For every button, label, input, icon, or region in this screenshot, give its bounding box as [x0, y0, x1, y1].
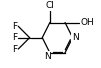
Text: OH: OH — [80, 18, 94, 27]
Text: F: F — [12, 22, 17, 31]
Text: Cl: Cl — [45, 1, 54, 10]
Text: N: N — [44, 52, 51, 61]
Text: N: N — [72, 33, 78, 42]
Text: F: F — [12, 33, 17, 42]
Text: F: F — [12, 45, 17, 54]
